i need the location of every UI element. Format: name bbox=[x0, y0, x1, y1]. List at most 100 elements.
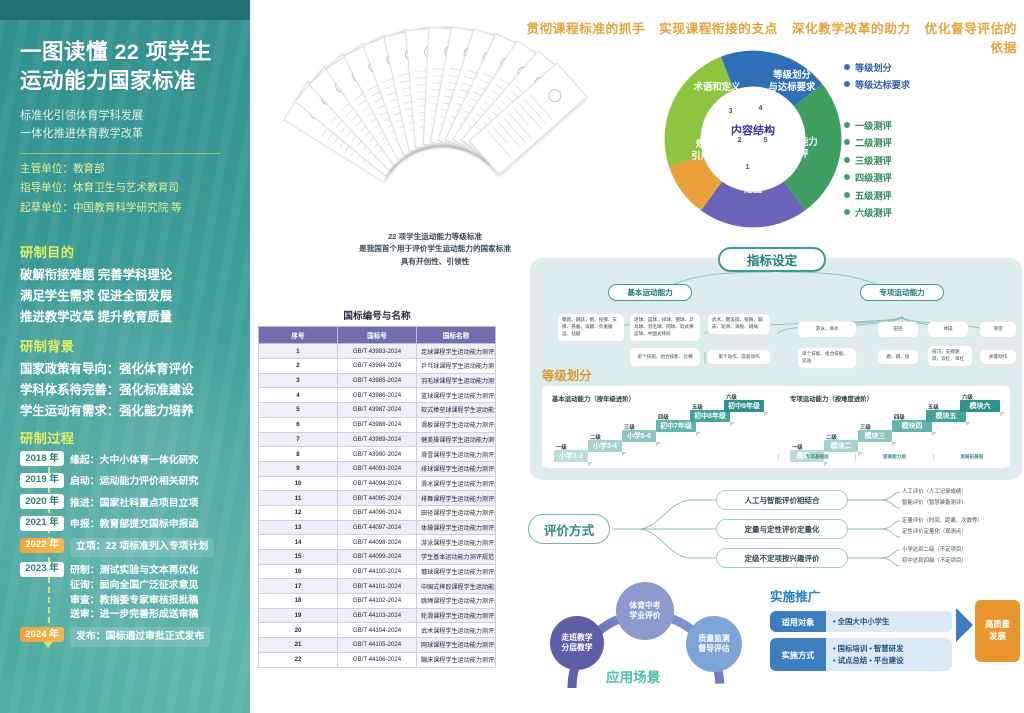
indicator-box[interactable]: 单个技能、组合技能、比赛 bbox=[630, 348, 700, 366]
subtitle-line-2: 一体化推进体育教学改革 bbox=[20, 127, 144, 140]
grade-step[interactable]: 模块六 bbox=[960, 400, 1000, 412]
table-row[interactable]: 2GB/T 43984-2024乒乓球课程学生运动能力测评规范 bbox=[258, 358, 496, 374]
pill-special-ability[interactable]: 专项运动能力 bbox=[860, 284, 944, 301]
timeline-row: 2021 年申报：教育部提交国标申报函 bbox=[20, 515, 248, 533]
evaluation-title-pill[interactable]: 评价方式 bbox=[528, 514, 610, 544]
org-line: 指导单位：体育卫生与艺术教育司 bbox=[20, 182, 179, 195]
table-row[interactable]: 9GB/T 44093-2024排球课程学生运动能力测评规范 bbox=[258, 460, 496, 477]
grade-step[interactable]: 模块五 bbox=[926, 410, 966, 422]
indicator-box[interactable]: 滑雪 bbox=[980, 322, 1016, 337]
legend-label: 五级测评 bbox=[855, 190, 892, 201]
indicator-box[interactable]: 单个动作、成套动作 bbox=[708, 350, 770, 364]
table-cell: 轮滑课程学生运动能力测评规范 bbox=[416, 607, 496, 624]
application-scenarios: 应用场景 走班教学 分层教学 体育中考 学业评价 质量监测 督导评估 bbox=[528, 578, 763, 710]
indicator-box[interactable]: 单个技能、组合技能、竞速 bbox=[798, 348, 856, 368]
legend-item-grade: 等级达标要求 bbox=[844, 77, 910, 91]
grade-step[interactable]: 模块一 bbox=[790, 450, 824, 462]
table-cell: 9 bbox=[258, 460, 338, 477]
donut-segment-2[interactable] bbox=[668, 155, 723, 211]
timeline-body: 发布：国标通过审批正式发布 bbox=[70, 627, 211, 648]
indicator-box[interactable]: 田径 bbox=[878, 322, 918, 337]
implementation-value: • 全国大中小学生 bbox=[826, 611, 952, 633]
timeline-item: 立项：22 项标准列入专项计划 bbox=[76, 541, 209, 553]
scenario-bubble[interactable]: 走班教学 分层教学 bbox=[550, 616, 604, 670]
table-row[interactable]: 4GB/T 43986-2024篮球课程学生运动能力测评规范 bbox=[258, 387, 496, 404]
grade-step[interactable]: 小学5-6 bbox=[622, 430, 656, 442]
grade-step[interactable]: 初中7年级 bbox=[656, 420, 696, 432]
grade-step[interactable]: 模块三 bbox=[858, 430, 892, 442]
table-cell: 12 bbox=[258, 504, 338, 521]
table-row[interactable]: 3GB/T 43985-2024羽毛球课程学生运动能力测评规范 bbox=[258, 372, 496, 389]
table-row[interactable]: 7GB/T 43989-2024健美操课程学生运动能力测评规范 bbox=[258, 431, 496, 448]
legend-item-assessment: 三级测评 bbox=[844, 153, 892, 167]
evaluation-item[interactable]: 定级不定项按兴趣评价 bbox=[716, 548, 848, 568]
step-shadow-icon bbox=[730, 422, 735, 426]
donut-segment-3[interactable] bbox=[664, 56, 734, 167]
evaluation-connector-lines bbox=[612, 491, 901, 567]
indicator-box[interactable]: 攀爬、跳跃、跑、投掷、支撑、悬垂、滚翻、负重搬运、钻越 bbox=[558, 314, 624, 341]
indicator-box[interactable]: 技巧、支撑跳跃、双杠、单杠 bbox=[928, 346, 972, 366]
evaluation-item[interactable]: 定量与定性评价定量化 bbox=[716, 519, 848, 539]
table-row[interactable]: 1GB/T 43983-2024足球课程学生运动能力测评规范 bbox=[258, 343, 496, 360]
timeline-body: 立项：22 项标准列入专项计划 bbox=[70, 537, 215, 558]
grade-step-caption: 五级 bbox=[928, 405, 939, 411]
page-title: 一图读懂 22 项学生 运动能力国家标准 bbox=[20, 40, 212, 93]
evaluation-note: 小学达到二级（不定项目） bbox=[902, 547, 967, 553]
indicator-box[interactable]: 游泳、滑冰 bbox=[798, 322, 856, 337]
table-cell: GB/T 44100-2024 bbox=[337, 563, 417, 580]
indicator-title-pill[interactable]: 指标设定 bbox=[718, 247, 826, 272]
table-cell: 14 bbox=[258, 534, 338, 550]
table-row[interactable]: 15 GB/T 44099-2024 学生基本运动能力测评规范 bbox=[258, 549, 496, 565]
step-shadow-icon bbox=[622, 452, 627, 456]
grade-step[interactable]: 小学3-4 bbox=[588, 440, 622, 452]
indicator-box[interactable]: 跑、跳、投 bbox=[878, 350, 918, 364]
table-row[interactable]: 5GB/T 43987-2024软式棒垒球课程学生运动能力测评规范 bbox=[258, 402, 496, 418]
implementation-row: 实施方式 • 国标培训 • 智慧研发 • 试点总结 • 平台建设 bbox=[770, 638, 952, 672]
donut-segment-1[interactable] bbox=[701, 181, 805, 228]
section-background-line: 国家政策有导向：强化体育评价 bbox=[20, 362, 194, 376]
table-cell: 13 bbox=[258, 519, 338, 536]
grade-step[interactable]: 小学1-2 bbox=[554, 450, 588, 462]
table-row[interactable]: 8GB/T 43990-2024滑雪课程学生运动能力测评规范 bbox=[258, 446, 496, 462]
donut-label-4: 等级划分 与达标要求 bbox=[768, 69, 816, 93]
timeline-body: 缘起：大中小体育一体化研究 bbox=[70, 451, 198, 468]
table-cell: 学生基本运动能力测评规范 bbox=[416, 549, 496, 565]
indicator-box[interactable]: 体操 bbox=[928, 322, 968, 337]
grade-step[interactable]: 初中9年级 bbox=[724, 400, 764, 412]
grade-step[interactable]: 模块二 bbox=[824, 440, 858, 452]
timeline-item: 送审：进一步完善形成送审稿 bbox=[70, 609, 199, 621]
scenario-bubble[interactable]: 体育中考 学业评价 bbox=[616, 582, 674, 640]
evaluation-item[interactable]: 人工与智能评价相结合 bbox=[716, 490, 848, 510]
step-shadow-icon bbox=[966, 422, 971, 426]
grade-step[interactable]: 初中8年级 bbox=[690, 410, 730, 422]
grade-step[interactable]: 模块四 bbox=[892, 420, 932, 432]
donut-segment-4[interactable] bbox=[721, 50, 823, 107]
pill-basic-ability[interactable]: 基本运动能力 bbox=[608, 284, 692, 301]
indicator-box[interactable]: 武术、健美操、排舞、蹦床、轮滑、滑板、跳绳 bbox=[708, 314, 770, 334]
table-cell: 21 bbox=[258, 637, 338, 653]
donut-segment-5[interactable] bbox=[783, 84, 842, 211]
table-cell: 乒乓球课程学生运动能力测评规范 bbox=[416, 358, 496, 374]
scenario-bubble[interactable]: 质量监测 督导评估 bbox=[686, 616, 742, 672]
indicator-box[interactable]: 足球、篮球、排球、毽球、乒乓球、羽毛球、网球、软式棒垒球、中国式摔跤 bbox=[630, 314, 700, 341]
table-cell: GB/T 44095-2024 bbox=[337, 490, 417, 506]
table-row[interactable]: 6GB/T 43988-2024滑板课程学生运动能力测评规范 bbox=[258, 416, 496, 433]
timeline-year: 2021 年 bbox=[20, 515, 64, 532]
top-banner: 贯彻课程标准的抓手 实现课程衔接的支点 深化教学改革的助力 优化督导评估的依据 bbox=[512, 18, 1017, 56]
table-cell: 16 bbox=[258, 563, 338, 580]
indicator-box[interactable]: 关键动作 bbox=[980, 350, 1016, 364]
grade-step-caption: 三级 bbox=[860, 425, 871, 431]
fan-caption-line: 具有开创性、引领性 bbox=[400, 256, 470, 266]
